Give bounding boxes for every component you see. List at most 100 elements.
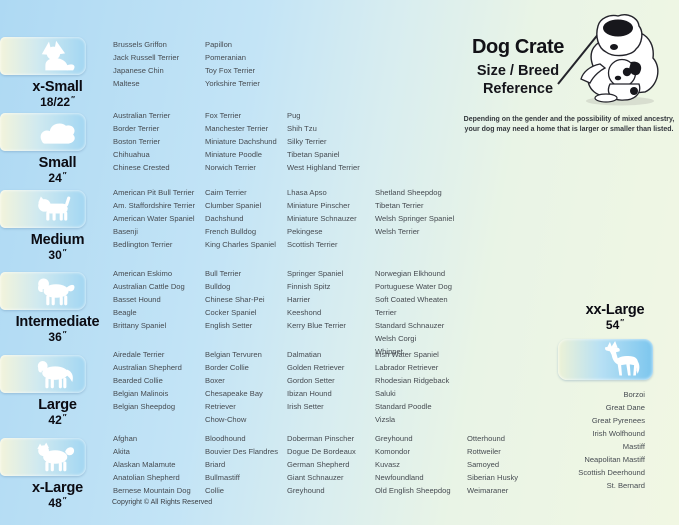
- subtitle-line-2: Reference: [482, 81, 554, 97]
- inch-mark: ″: [71, 95, 75, 104]
- breed-column: Springer Spaniel Finnish Spitz Harrier Kees…: [287, 267, 375, 332]
- lying-toy-dog-silhouette-icon: [40, 123, 75, 144]
- breed-column: Fox Terrier Manchester Terrier Miniature D…: [205, 109, 287, 174]
- breed-name: Great Pyrenees: [591, 416, 645, 425]
- breed-name: Cairn Terrier: [205, 188, 247, 197]
- inch-mark: ″: [62, 413, 67, 422]
- breed-name: Rottweiler: [467, 447, 501, 456]
- breed-name: Basset Hound: [113, 295, 161, 304]
- breed-name: Bulldog: [205, 282, 231, 291]
- subtitle-line-1: Size / Breed: [476, 63, 560, 79]
- breed-column: Shetland Sheepdog Tibetan Terrier Welsh Sp…: [375, 186, 467, 238]
- breed-name: Bernese Mountain Dog: [113, 486, 191, 495]
- breed-name: Neapolitan Mastiff: [584, 455, 645, 464]
- breed-name: Pekingese: [287, 227, 323, 236]
- page-title: Dog Crate: [472, 36, 564, 58]
- breed-column: Norwegian Elkhound Portuguese Water Dog So…: [375, 267, 467, 358]
- breed-row-medium: American Pit Bull Terrier Am. Staffordshi…: [113, 186, 467, 251]
- breed-name: Fox Terrier: [205, 111, 242, 120]
- size-name: Intermediate: [15, 314, 100, 330]
- breed-name: Chow-Chow: [205, 415, 247, 424]
- breed-name: Irish Wolfhound: [592, 429, 645, 438]
- breed-name: Clumber Spaniel: [205, 201, 262, 210]
- size-tile-large: [0, 355, 86, 393]
- breed-name: Saluki: [375, 389, 396, 398]
- breed-name: Welsh Corgi: [375, 334, 417, 343]
- size-name: Small: [38, 155, 77, 171]
- breed-name: Briard: [205, 460, 226, 469]
- breed-name: Norwich Terrier: [205, 163, 256, 172]
- breed-name: Belgian Sheepdog: [113, 402, 176, 411]
- disclaimer-text: Depending on the gender and the possibil…: [462, 115, 676, 134]
- breed-name: Manchester Terrier: [205, 124, 269, 133]
- breed-name: Kuvasz: [375, 460, 400, 469]
- breed-name: Tibetan Spaniel: [287, 150, 340, 159]
- breed-name: Portuguese Water Dog: [375, 282, 452, 291]
- breed-list-xx-large: Borzoi Great Dane Great Pyrenees Irish Wolf…: [460, 388, 645, 492]
- size-tile-x-large: [0, 438, 86, 476]
- breed-name: Papillon: [205, 40, 233, 49]
- breed-name: Chihuahua: [113, 150, 150, 159]
- size-label-large: Large 42″: [0, 397, 115, 427]
- breed-name: Mastiff: [622, 442, 645, 451]
- size-tile-x-small: [0, 37, 86, 75]
- breed-name: Harrier: [287, 295, 311, 304]
- breed-column: Pug Shih Tzu Silky Terrier Tibetan Spaniel W…: [287, 109, 375, 174]
- size-dimension: 48″: [48, 496, 67, 510]
- breed-name: Boxer: [205, 376, 225, 385]
- breed-column: Lhasa Apso Miniature Pinscher Miniature Sc…: [287, 186, 375, 251]
- breed-name: Irish Water Spaniel: [375, 350, 439, 359]
- breed-name: Scottish Terrier: [287, 240, 338, 249]
- breed-name: Japanese Chin: [113, 66, 164, 75]
- breed-name: Standard Poodle: [375, 402, 432, 411]
- size-label-x-small: x-Small 18/22″: [0, 79, 115, 109]
- spaniel-silhouette-icon: [38, 278, 75, 306]
- breed-column: Doberman Pinscher Dogue De Bordeaux German…: [287, 432, 375, 497]
- breed-name: Australian Cattle Dog: [113, 282, 185, 291]
- breed-name: Borzoi: [623, 390, 645, 399]
- size-dimension: 42″: [48, 413, 67, 427]
- size-label-small: Small 24″: [0, 155, 115, 185]
- breed-name: Cocker Spaniel: [205, 308, 257, 317]
- size-label-x-large: x-Large 48″: [0, 480, 115, 510]
- breed-row-intermediate: American Eskimo Australian Cattle Dog Bass…: [113, 267, 467, 358]
- breed-name: Maltese: [113, 79, 140, 88]
- inch-mark: ″: [620, 318, 625, 327]
- breed-name: Australian Shepherd: [113, 363, 182, 372]
- size-name: xx-Large: [585, 302, 645, 318]
- inch-mark: ″: [62, 496, 67, 505]
- breed-name: Dalmatian: [287, 350, 322, 359]
- size-name: x-Small: [32, 79, 83, 95]
- breed-name: Dogue De Bordeaux: [287, 447, 356, 456]
- breed-name: Greyhound: [287, 486, 325, 495]
- size-dimension: 30″: [48, 248, 67, 262]
- breed-name: Gordon Setter: [287, 376, 335, 385]
- size-dimension: 54″: [605, 318, 625, 332]
- size-dimension: 18/22″: [40, 95, 75, 109]
- size-tile-medium: [0, 190, 86, 228]
- breed-name: Australian Terrier: [113, 111, 171, 120]
- breed-name: American Water Spaniel: [113, 214, 195, 223]
- breed-name: Bedlington Terrier: [113, 240, 173, 249]
- breed-name: Old English Sheepdog: [375, 486, 451, 495]
- breed-column: Cairn Terrier Clumber Spaniel Dachshund Fre…: [205, 186, 287, 251]
- breed-name: German Shepherd: [287, 460, 350, 469]
- breed-name: Akita: [113, 447, 130, 456]
- size-name: x-Large: [32, 480, 83, 496]
- breed-name: Great Dane: [605, 403, 645, 412]
- breed-name: Belgian Malinois: [113, 389, 169, 398]
- breed-name: Ibizan Hound: [287, 389, 332, 398]
- breed-column: Bull Terrier Bulldog Chinese Shar-Pei Cocke…: [205, 267, 287, 332]
- size-label-intermediate: Intermediate 36″: [0, 314, 115, 344]
- breed-row-small: Australian Terrier Border Terrier Boston T…: [113, 109, 375, 174]
- breed-name: English Setter: [205, 321, 253, 330]
- papillon-silhouette-icon: [41, 40, 75, 71]
- retriever-silhouette-icon: [37, 361, 73, 389]
- breed-name: Norwegian Elkhound: [375, 269, 446, 278]
- breed-column: American Eskimo Australian Cattle Dog Bass…: [113, 267, 205, 332]
- breed-name: Golden Retriever: [287, 363, 345, 372]
- breed-name: Standard Schnauzer: [375, 321, 445, 330]
- breed-column: Irish Water Spaniel Labrador Retriever Rho…: [375, 348, 467, 426]
- size-name: Medium: [30, 232, 85, 248]
- breed-name: Tibetan Terrier: [375, 201, 424, 210]
